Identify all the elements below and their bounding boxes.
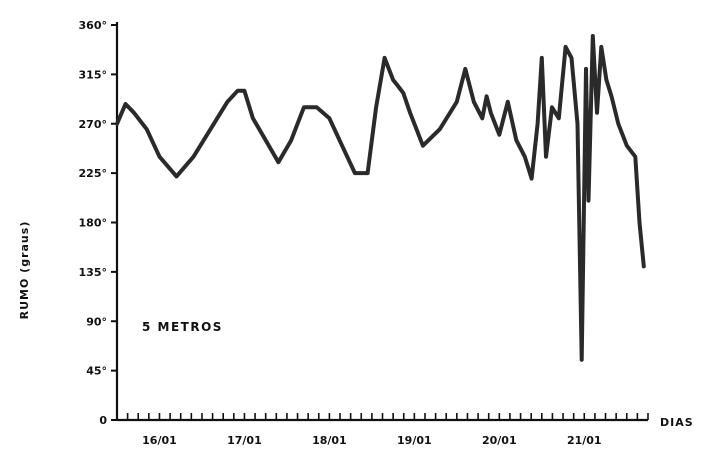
x-tick-label: 16/01 [142,434,177,447]
y-tick-label: 315° [79,68,107,81]
y-tick-label: 0 [99,414,107,427]
x-tick-label: 20/01 [482,434,517,447]
y-tick-label: 270° [79,118,107,131]
x-tick-label: 18/01 [312,434,347,447]
y-tick-label: 45° [86,365,107,378]
x-tick-label: 17/01 [227,434,262,447]
x-tick-label: 19/01 [397,434,432,447]
y-tick-label: 360° [79,19,107,32]
y-axis-ticks: 0 45° 90° 135° 180° 225° 270° 315° 360° [79,19,117,427]
x-tick-label: 21/01 [567,434,602,447]
annotation-label: 5 METROS [142,320,223,334]
y-tick-label: 225° [79,167,107,180]
y-axis-label: RUMO (graus) [18,221,31,320]
y-tick-label: 90° [86,315,107,328]
x-axis-label: DIAS [660,416,694,429]
x-axis-ticks: 16/01 17/01 18/01 19/01 20/01 21/01 [126,413,649,447]
series-line [115,34,646,362]
series-group [115,34,646,362]
y-tick-label: 135° [79,266,107,279]
y-tick-label: 180° [79,217,107,230]
